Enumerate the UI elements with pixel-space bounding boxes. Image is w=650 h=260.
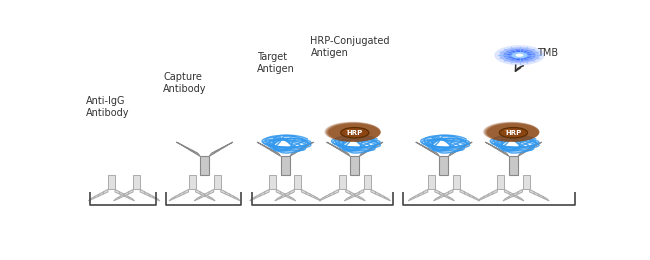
Circle shape <box>515 54 523 57</box>
Polygon shape <box>276 189 296 201</box>
FancyBboxPatch shape <box>281 156 290 175</box>
Text: HRP: HRP <box>346 130 363 136</box>
Ellipse shape <box>324 122 381 142</box>
Polygon shape <box>115 189 135 201</box>
Ellipse shape <box>504 129 512 132</box>
Polygon shape <box>194 189 214 201</box>
FancyBboxPatch shape <box>188 175 196 189</box>
Polygon shape <box>434 189 453 201</box>
Ellipse shape <box>327 123 380 142</box>
Text: Target
Antigen: Target Antigen <box>257 52 294 74</box>
Polygon shape <box>503 189 523 201</box>
Polygon shape <box>88 189 108 201</box>
Text: Anti-IgG
Antibody: Anti-IgG Antibody <box>86 96 130 119</box>
Polygon shape <box>302 189 321 201</box>
Polygon shape <box>114 189 133 201</box>
Polygon shape <box>416 142 439 156</box>
Polygon shape <box>221 189 240 201</box>
FancyBboxPatch shape <box>509 156 518 175</box>
Ellipse shape <box>341 127 369 138</box>
Ellipse shape <box>483 122 540 142</box>
Polygon shape <box>530 189 549 201</box>
Polygon shape <box>169 189 188 201</box>
Polygon shape <box>435 189 454 201</box>
Circle shape <box>512 52 528 58</box>
Polygon shape <box>344 189 364 201</box>
FancyBboxPatch shape <box>364 175 371 189</box>
Circle shape <box>508 50 532 60</box>
Text: TMB: TMB <box>537 48 558 58</box>
Polygon shape <box>140 189 160 201</box>
FancyBboxPatch shape <box>523 175 530 189</box>
Ellipse shape <box>486 123 540 142</box>
Polygon shape <box>518 142 541 156</box>
Polygon shape <box>290 142 313 156</box>
Polygon shape <box>326 142 350 156</box>
Ellipse shape <box>484 122 540 142</box>
FancyBboxPatch shape <box>339 175 346 189</box>
Text: Capture
Antibody: Capture Antibody <box>163 72 207 94</box>
Polygon shape <box>250 189 269 201</box>
Text: HRP: HRP <box>505 130 521 136</box>
Circle shape <box>499 47 540 63</box>
FancyBboxPatch shape <box>133 175 140 189</box>
FancyBboxPatch shape <box>294 175 302 189</box>
Ellipse shape <box>328 123 380 142</box>
Polygon shape <box>460 189 480 201</box>
Ellipse shape <box>499 127 528 138</box>
FancyBboxPatch shape <box>350 156 359 175</box>
FancyBboxPatch shape <box>453 175 460 189</box>
Polygon shape <box>478 189 497 201</box>
FancyBboxPatch shape <box>439 156 448 175</box>
Polygon shape <box>448 142 472 156</box>
Polygon shape <box>196 189 215 201</box>
Polygon shape <box>504 189 524 201</box>
Polygon shape <box>176 142 200 156</box>
FancyBboxPatch shape <box>108 175 115 189</box>
Polygon shape <box>209 142 233 156</box>
Polygon shape <box>408 189 428 201</box>
Circle shape <box>503 49 536 62</box>
Polygon shape <box>346 189 365 201</box>
Polygon shape <box>371 189 391 201</box>
Text: HRP-Conjugated
Antigen: HRP-Conjugated Antigen <box>311 36 390 58</box>
Polygon shape <box>275 189 294 201</box>
Polygon shape <box>486 142 509 156</box>
Polygon shape <box>319 189 339 201</box>
FancyBboxPatch shape <box>497 175 504 189</box>
Ellipse shape <box>487 123 539 142</box>
Ellipse shape <box>326 122 381 142</box>
FancyBboxPatch shape <box>214 175 221 189</box>
Ellipse shape <box>346 129 353 132</box>
FancyBboxPatch shape <box>269 175 276 189</box>
Circle shape <box>495 45 545 65</box>
FancyBboxPatch shape <box>200 156 209 175</box>
FancyBboxPatch shape <box>428 175 435 189</box>
Polygon shape <box>359 142 383 156</box>
Polygon shape <box>257 142 281 156</box>
